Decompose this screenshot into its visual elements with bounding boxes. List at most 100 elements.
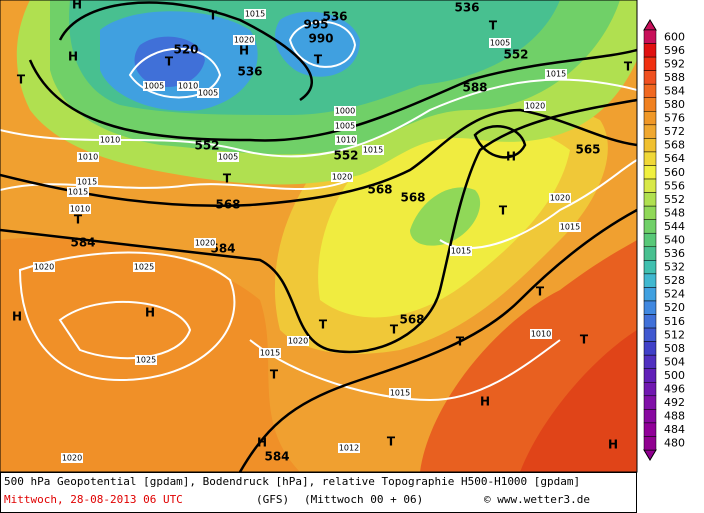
pressure-center: H (145, 306, 155, 320)
footer-title: 500 hPa Geopotential [gpdam], Bodendruck… (4, 475, 580, 488)
isobar-label-bg (233, 35, 255, 45)
isobar-label: 1005 (144, 82, 164, 91)
height-label: 536 (237, 65, 262, 79)
legend-label: 516 (664, 315, 685, 328)
isobar-label: 1020 (234, 36, 254, 45)
height-label: 568 (367, 183, 392, 197)
contour (0, 98, 638, 354)
footer-credit: © www.wetter3.de (484, 493, 590, 506)
isobar-label: 1025 (136, 356, 156, 365)
legend-label: 480 (664, 437, 685, 450)
isobar-label: 1020 (550, 194, 570, 203)
isobar-label-bg (530, 329, 552, 339)
legend-swatch (643, 124, 657, 139)
isobar-label-bg (99, 135, 121, 145)
pressure-center: T (223, 172, 232, 186)
pressure-center: H (257, 436, 267, 450)
height-label: 584 (210, 242, 235, 256)
isobar-label-bg (335, 135, 357, 145)
pressure-center: T (209, 9, 218, 23)
legend-label: 512 (664, 328, 685, 341)
isobar-label-bg (489, 38, 511, 48)
isobar-label-bg (331, 172, 353, 182)
legend-label: 564 (664, 152, 685, 165)
isobar-label: 1015 (451, 247, 471, 256)
legend-label: 568 (664, 139, 685, 152)
legend-swatch (643, 314, 657, 329)
isobar-label: 1015 (77, 178, 97, 187)
isobar-label: 1010 (70, 205, 90, 214)
isobar-label: 1020 (288, 337, 308, 346)
legend-swatch (643, 246, 657, 261)
isobar-label-bg (76, 177, 98, 187)
legend-swatch (643, 300, 657, 315)
legend-label: 532 (664, 261, 685, 274)
isobar-label: 1015 (245, 10, 265, 19)
height-label: 552 (503, 48, 528, 62)
pressure-center: T (536, 285, 545, 299)
isobar-label-bg (362, 145, 384, 155)
legend-label: 484 (664, 423, 685, 436)
isobar-label-bg (559, 222, 581, 232)
legend-swatch (643, 111, 657, 126)
height-label: 520 (173, 43, 198, 57)
pressure-center: T (17, 73, 26, 87)
height-label: 990 (308, 32, 333, 46)
legend-swatch (643, 56, 657, 71)
isobar-label-bg (133, 262, 155, 272)
isobar (18, 251, 236, 382)
isobar-label: 1010 (78, 153, 98, 162)
pressure-center: T (499, 204, 508, 218)
legend-label: 576 (664, 112, 685, 125)
legend-swatch (643, 29, 657, 44)
isobar-label: 1005 (218, 153, 238, 162)
legend-swatch (643, 43, 657, 58)
isobar-label: 1020 (332, 173, 352, 182)
pressure-center: T (387, 435, 396, 449)
legend-swatch (643, 436, 657, 451)
isobar-label: 1025 (134, 263, 154, 272)
legend-swatch (643, 83, 657, 98)
legend-swatch (643, 178, 657, 193)
pressure-center: T (390, 323, 399, 337)
legend-label: 488 (664, 410, 685, 423)
pressure-center: T (456, 335, 465, 349)
field-green-spot (410, 187, 481, 246)
isobar-label: 1005 (490, 39, 510, 48)
isobar-label: 1000 (335, 107, 355, 116)
pressure-center: H (239, 44, 249, 58)
isobar-label: 1015 (546, 70, 566, 79)
legend-label: 548 (664, 206, 685, 219)
legend-swatch (643, 260, 657, 275)
isobar-label: 1015 (68, 188, 88, 197)
pressure-center: T (624, 60, 633, 74)
isobar (288, 20, 357, 68)
legend-label: 588 (664, 71, 685, 84)
legend-label: 592 (664, 57, 685, 70)
legend-label: 596 (664, 44, 685, 57)
isobar (128, 47, 222, 99)
legend-swatch (643, 422, 657, 437)
isobar-label: 1012 (339, 444, 359, 453)
isobar-label-bg (338, 443, 360, 453)
legend-swatch (643, 395, 657, 410)
footer-run: (Mittwoch 00 + 06) (304, 493, 423, 506)
legend-swatch (643, 165, 657, 180)
pressure-center: T (74, 213, 83, 227)
legend-label: 560 (664, 166, 685, 179)
legend-swatch (643, 219, 657, 234)
isobar-label-bg (545, 69, 567, 79)
isobar-label: 1015 (560, 223, 580, 232)
legend-label: 528 (664, 274, 685, 287)
contour (58, 1, 313, 102)
isobar-label: 1020 (62, 454, 82, 463)
pressure-center: T (165, 55, 174, 69)
legend-swatch (643, 192, 657, 207)
legend-label: 552 (664, 193, 685, 206)
legend-label: 600 (664, 30, 685, 43)
isobar-label: 1015 (390, 389, 410, 398)
pressure-center: T (489, 19, 498, 33)
isobar-label: 1015 (260, 349, 280, 358)
pressure-center: T (319, 318, 328, 332)
